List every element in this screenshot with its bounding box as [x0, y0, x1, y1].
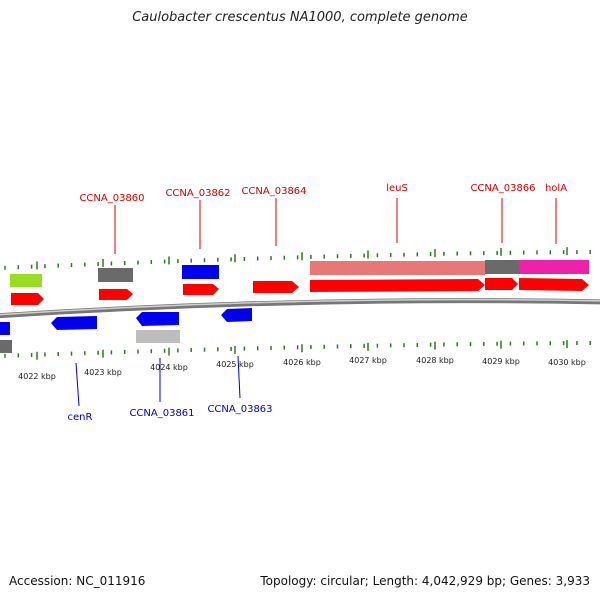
- tick-label: 4025 kbp: [216, 360, 254, 369]
- gene-arrow-forward[interactable]: [183, 284, 219, 295]
- grey-feature[interactable]: [0, 340, 12, 353]
- gene-label[interactable]: CCNA_03860: [79, 193, 144, 204]
- tick-label: 4029 kbp: [482, 357, 520, 366]
- light-grey-feature[interactable]: [136, 330, 180, 343]
- gene-arrow-reverse[interactable]: [51, 316, 97, 330]
- tick-label: 4030 kbp: [548, 358, 586, 367]
- grey-feature[interactable]: [98, 268, 133, 282]
- holA-feature[interactable]: [519, 260, 589, 274]
- blue-feature[interactable]: [182, 265, 219, 279]
- feature-track-forward: [10, 260, 589, 287]
- tick-label: 4026 kbp: [283, 358, 321, 367]
- genome-backbone-highlight: [0, 298, 600, 316]
- gene-arrow-reverse[interactable]: [221, 308, 252, 322]
- gene-arrow-forward[interactable]: [310, 279, 485, 292]
- feature-track-reverse: [0, 330, 180, 353]
- tick-label: 4022 kbp: [18, 372, 56, 381]
- gene-label[interactable]: holA: [545, 183, 567, 194]
- grey-feature[interactable]: [485, 260, 519, 274]
- map-title: Caulobacter crescentus NA1000, complete …: [132, 10, 468, 25]
- gene-label[interactable]: CCNA_03862: [165, 188, 230, 199]
- gene-label[interactable]: CCNA_03861: [129, 408, 194, 419]
- gene-label[interactable]: CCNA_03864: [241, 186, 306, 197]
- outer-minor-ticks: [4, 250, 591, 270]
- lime-feature[interactable]: [10, 274, 42, 287]
- accession-text: Accession: NC_011916: [9, 574, 146, 588]
- tick-label: 4028 kbp: [416, 356, 454, 365]
- leader-line: [237, 355, 241, 399]
- reverse-genes: [0, 308, 252, 335]
- inner-minor-ticks: [4, 341, 591, 358]
- gene-arrow-reverse[interactable]: [0, 322, 10, 335]
- gene-label[interactable]: CCNA_03866: [470, 183, 535, 194]
- label-leaders: [75, 198, 557, 407]
- leader-line: [75, 362, 80, 407]
- gene-arrow-forward[interactable]: [11, 293, 44, 305]
- leuS-feature[interactable]: [310, 261, 485, 275]
- topology-summary: Topology: circular; Length: 4,042,929 bp…: [260, 574, 590, 588]
- gene-label[interactable]: leuS: [386, 183, 408, 194]
- tick-label: 4023 kbp: [84, 368, 122, 377]
- forward-genes: [11, 278, 589, 305]
- gene-arrow-forward[interactable]: [99, 289, 133, 300]
- tick-label: 4027 kbp: [349, 356, 387, 365]
- gene-arrow-reverse[interactable]: [136, 312, 179, 326]
- gene-label[interactable]: CCNA_03863: [207, 404, 272, 415]
- gene-arrow-forward[interactable]: [519, 278, 589, 291]
- major-ticks: [36, 247, 568, 360]
- gene-labels: CCNA_03860 CCNA_03862 CCNA_03864 leuS CC…: [68, 183, 568, 423]
- gene-label[interactable]: cenR: [68, 412, 93, 423]
- genome-backbone: [0, 298, 600, 319]
- gene-arrow-forward[interactable]: [485, 278, 518, 290]
- axis-tick-labels: 4022 kbp 4023 kbp 4024 kbp 4025 kbp 4026…: [18, 356, 586, 381]
- gene-arrow-forward[interactable]: [253, 281, 299, 293]
- tick-label: 4024 kbp: [150, 363, 188, 372]
